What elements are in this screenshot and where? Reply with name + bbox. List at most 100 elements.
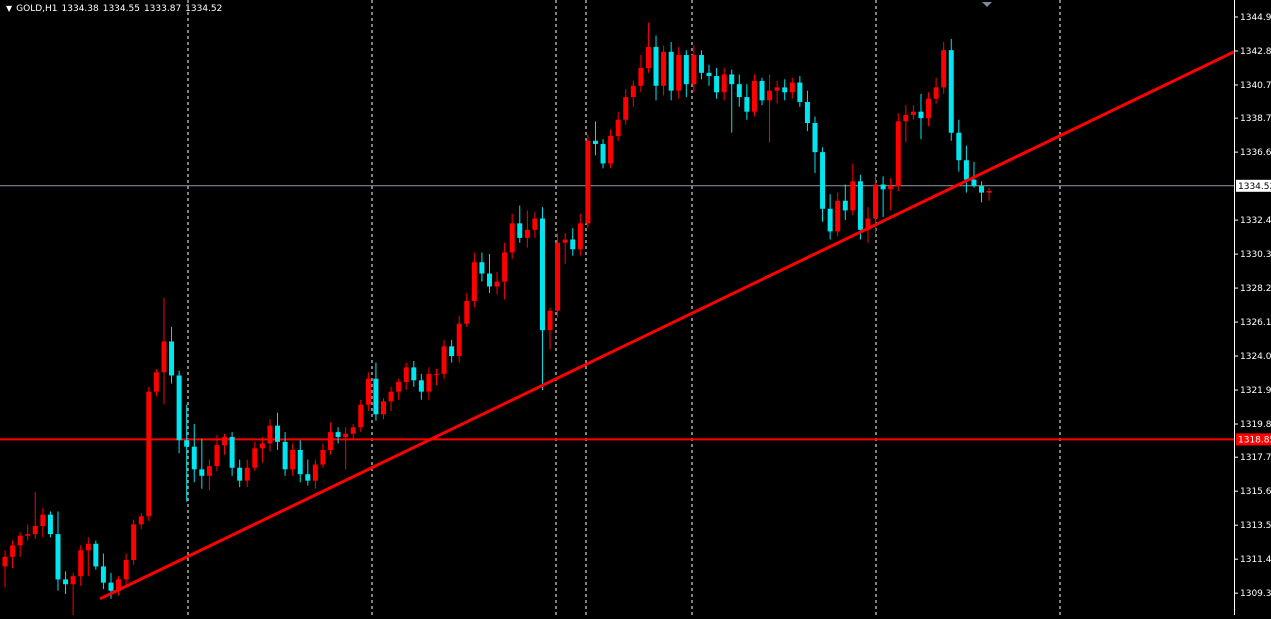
axis-tick-label: 1313.55 [1240, 521, 1271, 531]
triangle-down-icon[interactable]: ▼ [6, 4, 13, 13]
candle-body [237, 467, 243, 481]
candles [2, 22, 992, 615]
candle [191, 424, 197, 483]
candle-body [926, 98, 932, 119]
candle-body [70, 576, 76, 585]
candle-body [305, 474, 311, 481]
candle [850, 163, 856, 216]
candle-body [804, 101, 810, 123]
candle-body [797, 82, 803, 102]
candle-body [941, 50, 947, 88]
candle [645, 22, 651, 73]
candle [653, 35, 659, 101]
candle-body [396, 381, 402, 392]
candle-body [93, 543, 99, 567]
candle [123, 553, 129, 588]
trendline[interactable] [99, 50, 1235, 601]
candle [562, 233, 568, 264]
candle [131, 519, 137, 565]
candle [721, 67, 727, 101]
candle [963, 145, 969, 193]
candle-body [116, 579, 122, 591]
scroll-marker-icon[interactable] [982, 2, 992, 7]
candle-body [691, 55, 697, 85]
candle-body [433, 373, 439, 375]
candle [290, 443, 296, 476]
candle-body [789, 82, 795, 93]
candle-body [85, 543, 91, 551]
candle [40, 508, 46, 538]
candle-body [25, 534, 31, 536]
candle [78, 545, 84, 586]
candle [396, 378, 402, 400]
candle [161, 297, 167, 405]
axis-tick-label: 1321.90 [1240, 386, 1271, 396]
axis-tick-label: 1342.85 [1240, 47, 1271, 57]
trend-line[interactable] [99, 50, 1235, 601]
candle-body [222, 436, 228, 446]
candle [2, 550, 8, 588]
candle [948, 38, 954, 141]
candle-body [123, 559, 129, 580]
candle [774, 80, 780, 104]
candle [532, 212, 538, 238]
candle [267, 419, 273, 452]
candle [138, 513, 144, 530]
candle [820, 147, 826, 222]
candle-body [184, 440, 190, 447]
candle [358, 399, 364, 433]
candle-body [320, 449, 326, 465]
candle [426, 367, 432, 400]
candle-body [873, 184, 879, 219]
candle-body [714, 76, 720, 93]
axis-tick-label: 1326.10 [1240, 318, 1271, 328]
candle [600, 139, 606, 169]
candle-body [630, 85, 636, 98]
candle-body [267, 425, 273, 444]
candle-body [63, 579, 69, 585]
candle [729, 69, 735, 133]
candle [184, 404, 190, 502]
candle [751, 74, 757, 117]
candle-body [645, 46, 651, 68]
candle [70, 572, 76, 615]
candle [441, 339, 447, 379]
candle [956, 119, 962, 172]
candle-body [585, 140, 591, 224]
candle [827, 194, 833, 240]
candle [55, 511, 61, 591]
candle [47, 511, 53, 538]
candle-body [312, 464, 318, 481]
candle-body [547, 310, 553, 331]
candle [638, 55, 644, 93]
candle [539, 207, 545, 391]
candle [116, 576, 122, 596]
candle [857, 174, 863, 240]
candle [509, 213, 515, 259]
candle [782, 79, 788, 101]
candle-body [918, 111, 924, 119]
candle [494, 271, 500, 295]
candle [979, 181, 985, 203]
axis-tick-label: 1328.20 [1240, 284, 1271, 294]
candle [433, 369, 439, 386]
axis-tick-label: 1338.70 [1240, 114, 1271, 124]
candle-body [948, 50, 954, 133]
candle-body [933, 87, 939, 99]
candle-body [857, 181, 863, 230]
candle [767, 74, 773, 143]
candle-body [577, 223, 583, 250]
axis-tick-label: 1319.80 [1240, 420, 1271, 430]
candle [570, 228, 576, 256]
candle-body [146, 391, 152, 517]
candle [804, 90, 810, 132]
candle [418, 373, 424, 400]
candle-body [358, 404, 364, 428]
candle [789, 77, 795, 99]
candle-body [169, 341, 175, 376]
candle [199, 438, 205, 489]
candle-body [963, 160, 969, 180]
candle [971, 161, 977, 188]
